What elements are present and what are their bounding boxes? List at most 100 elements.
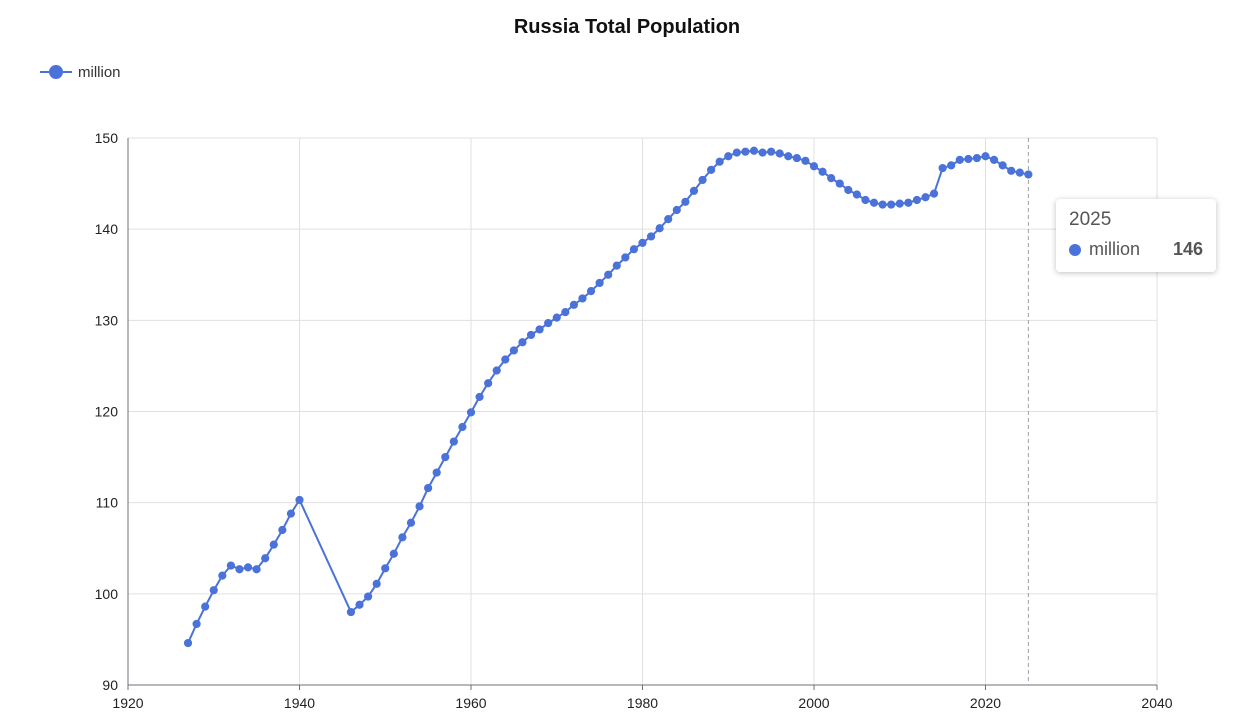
- data-point: [269, 540, 278, 549]
- data-point: [346, 607, 356, 617]
- data-point: [364, 592, 373, 601]
- data-point: [775, 149, 784, 158]
- data-point: [989, 155, 999, 164]
- data-point: [672, 205, 681, 215]
- data-point: [484, 379, 493, 388]
- data-point: [372, 579, 381, 588]
- series-line: [187, 149, 1029, 644]
- data-point: [981, 152, 990, 161]
- data-point: [415, 502, 424, 511]
- data-point: [749, 146, 759, 155]
- legend-line-marker-icon: [40, 62, 72, 82]
- data-point: [183, 638, 193, 648]
- data-point: [1007, 166, 1016, 175]
- data-point: [947, 161, 956, 170]
- data-point: [878, 200, 887, 209]
- data-point: [509, 346, 518, 355]
- data-point: [552, 313, 561, 322]
- data-point: [792, 153, 801, 163]
- data-point: [707, 165, 716, 175]
- data-point: [449, 437, 458, 446]
- tooltip-title: 2025: [1069, 209, 1112, 230]
- data-point: [921, 193, 930, 202]
- data-point: [612, 261, 621, 270]
- data-point: [201, 602, 210, 611]
- x-tick-label: 1940: [284, 695, 315, 711]
- data-point: [389, 549, 398, 558]
- data-point: [895, 199, 904, 208]
- data-point: [912, 195, 922, 205]
- y-tick-label: 100: [95, 586, 119, 602]
- data-point: [209, 586, 218, 595]
- data-point: [998, 161, 1007, 170]
- data-point: [441, 452, 450, 462]
- data-point: [681, 197, 690, 206]
- data-point: [252, 565, 261, 574]
- data-point: [501, 355, 510, 364]
- data-point: [355, 600, 364, 609]
- data-point: [827, 174, 836, 183]
- data-point: [655, 224, 664, 233]
- data-point: [278, 525, 287, 535]
- data-point: [972, 153, 982, 163]
- data-point: [809, 162, 819, 171]
- data-point: [406, 518, 416, 527]
- x-tick-label: 1960: [455, 695, 486, 711]
- data-point: [852, 190, 861, 199]
- data-point: [561, 308, 570, 317]
- data-point: [1024, 170, 1033, 179]
- data-point: [526, 330, 536, 340]
- data-point: [535, 325, 544, 334]
- y-tick-label: 140: [95, 221, 119, 237]
- tooltip: 2025 million 146: [1056, 199, 1216, 272]
- y-tick-label: 150: [95, 130, 119, 146]
- data-point: [955, 155, 964, 164]
- data-point: [724, 152, 733, 161]
- data-point: [458, 422, 467, 432]
- data-point: [698, 175, 707, 185]
- data-point: [638, 238, 647, 247]
- x-tick-label: 1980: [627, 695, 658, 711]
- data-point: [887, 200, 896, 209]
- data-point: [629, 245, 639, 254]
- data-point: [432, 468, 441, 477]
- data-point: [586, 287, 596, 296]
- y-tick-label: 120: [95, 404, 119, 420]
- x-tick-label: 2000: [798, 695, 829, 711]
- data-point: [869, 198, 879, 207]
- data-point: [578, 294, 587, 303]
- data-point: [604, 270, 613, 279]
- x-tick-label: 1920: [112, 695, 143, 711]
- data-point: [646, 232, 656, 241]
- data-point: [424, 483, 433, 493]
- legend[interactable]: million: [40, 62, 121, 82]
- y-tick-label: 110: [96, 495, 119, 511]
- data-point: [844, 185, 853, 195]
- data-point: [784, 152, 793, 161]
- data-point: [835, 179, 844, 188]
- y-tick-label: 130: [95, 312, 119, 328]
- data-point: [398, 533, 407, 542]
- data-point: [621, 253, 630, 262]
- data-point: [1015, 168, 1024, 177]
- data-point: [235, 565, 244, 574]
- tooltip-series-name: million: [1089, 239, 1141, 259]
- data-point: [758, 148, 767, 157]
- data-point: [715, 157, 724, 166]
- data-point: [261, 554, 270, 563]
- data-point: [475, 392, 484, 402]
- data-point: [801, 156, 810, 165]
- data-point: [732, 148, 741, 157]
- tooltip-value: 146: [1172, 239, 1203, 259]
- data-point: [767, 147, 776, 156]
- legend-label: million: [78, 63, 121, 81]
- data-point: [466, 408, 476, 417]
- data-point: [492, 366, 501, 375]
- data-point: [818, 167, 827, 176]
- data-point: [226, 561, 235, 570]
- data-point: [595, 278, 604, 288]
- data-point: [286, 509, 296, 518]
- data-point: [243, 563, 253, 572]
- series-dot-icon: [1069, 243, 1081, 256]
